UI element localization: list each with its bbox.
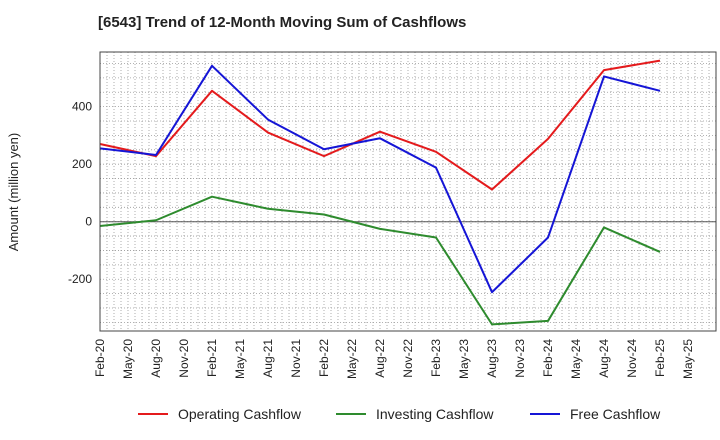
chart-title: [6543] Trend of 12-Month Moving Sum of C… (98, 14, 467, 31)
y-axis-title: Amount (million yen) (6, 133, 21, 252)
x-tick-label: Aug-22 (373, 339, 387, 378)
x-tick-label: May-21 (233, 339, 247, 379)
x-tick-label: Nov-21 (289, 339, 303, 378)
x-tick-label: May-24 (569, 339, 583, 379)
x-tick-label: Feb-25 (653, 339, 667, 377)
grid (100, 52, 716, 331)
x-tick-label: May-22 (345, 339, 359, 379)
legend: Operating Cashflow Investing Cashflow Free… (138, 406, 661, 422)
x-tick-label: Aug-24 (597, 339, 611, 378)
x-tick-label: Nov-23 (513, 339, 527, 378)
series-line-investing-cashflow (99, 195, 661, 326)
plot-frame (99, 51, 717, 332)
x-tick-label: Feb-20 (93, 339, 107, 377)
y-tick-label: 200 (72, 157, 92, 171)
y-tick-label: 0 (85, 215, 92, 229)
y-tick-label: 400 (72, 100, 92, 114)
series-line-free-cashflow (99, 64, 661, 294)
x-tick-label: May-20 (121, 339, 135, 379)
x-tick-label: Feb-23 (429, 339, 443, 377)
x-tick-label: May-23 (457, 339, 471, 379)
legend-label-free-cashflow: Free Cashflow (570, 406, 661, 422)
x-tick-label: Feb-24 (541, 339, 555, 377)
legend-label-operating-cashflow: Operating Cashflow (178, 406, 302, 422)
x-tick-label: Aug-23 (485, 339, 499, 378)
series-layer (99, 59, 661, 326)
x-tick-label: Feb-21 (205, 339, 219, 377)
x-tick-label: Feb-22 (317, 339, 331, 377)
legend-label-investing-cashflow: Investing Cashflow (376, 406, 494, 422)
y-tick-label: -200 (68, 272, 92, 286)
x-tick-label: Nov-24 (625, 339, 639, 378)
x-tick-label: Nov-22 (401, 339, 415, 378)
x-tick-labels: Feb-20 May-20 Aug-20 Nov-20 Feb-21 May-21 Aug-… (93, 339, 695, 379)
series-line-operating-cashflow (99, 59, 661, 191)
y-tick-labels: -200 0 200 400 (68, 100, 92, 287)
x-tick-label: Aug-20 (149, 339, 163, 378)
x-tick-label: Nov-20 (177, 339, 191, 378)
x-tick-label: Aug-21 (261, 339, 275, 378)
x-tick-label: May-25 (681, 339, 695, 379)
